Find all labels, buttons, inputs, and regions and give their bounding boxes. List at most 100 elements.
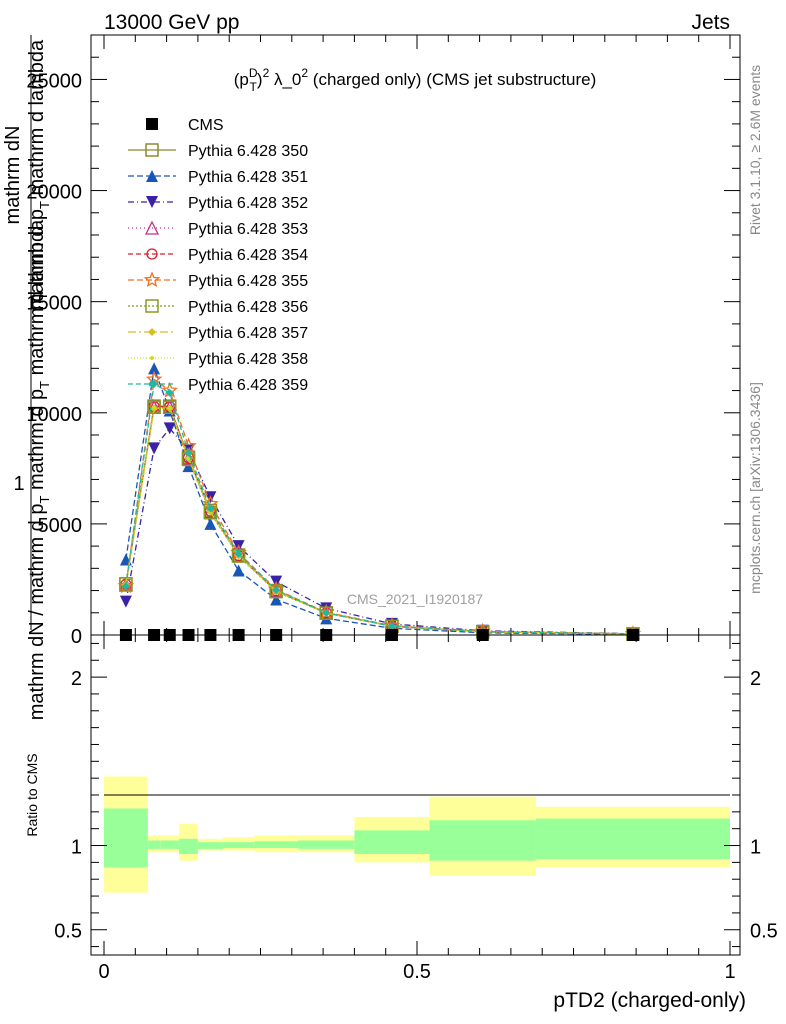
legend-marker: [145, 299, 159, 313]
main-y-tick-label: 25000: [26, 70, 82, 92]
legend-marker: [143, 271, 161, 288]
title-part-mid: ): [257, 70, 263, 89]
ylabel-fraction-text: mathrm dN / mathrm d pT mathrm d pT math…: [26, 219, 52, 720]
legend-label: Pythia 6.428 351: [188, 169, 308, 186]
ylabel-frac-tail: mathrm d p: [26, 389, 48, 496]
main-y-tick-label: 10000: [26, 404, 82, 426]
data-point: [206, 504, 215, 513]
legend-label: Pythia 6.428 357: [188, 325, 308, 342]
data-point: [204, 517, 217, 530]
legend-marker: [146, 118, 158, 130]
ratio-inner-band: [298, 840, 355, 849]
data-point: [319, 606, 333, 620]
legend-label: CMS: [188, 117, 224, 134]
ratio-x-tick-label: 0.5: [403, 961, 431, 983]
legend-marker: [144, 220, 160, 235]
legend-item: CMS: [146, 117, 224, 134]
legend-marker: [150, 356, 154, 360]
legend-item: Pythia 6.428 358: [128, 351, 308, 368]
data-point: [322, 608, 331, 617]
title-part-tail: (charged only) (CMS jet substructure): [308, 70, 596, 89]
legend: CMS Pythia 6.428 350 Pythia 6.428 351 Pythi…: [128, 117, 308, 394]
ylabel-frac-sub: T: [37, 496, 52, 504]
data-point: [152, 405, 157, 410]
legend-item: Pythia 6.428 356: [128, 299, 308, 316]
ratio-bands: [104, 776, 730, 893]
ratio-axis-ticks: [91, 635, 740, 955]
x-axis-label: pTD2 (charged-only): [553, 989, 746, 1012]
ylabel-denominator: mathrm d pT mathrm d lambda: [26, 39, 52, 310]
legend-label: Pythia 6.428 352: [188, 195, 308, 212]
ratio-y-tick-labels: 0.5 0.5 1 1 2 2: [54, 668, 778, 943]
title-part-sup2: 2: [263, 66, 270, 80]
legend-item: Pythia 6.428 354: [128, 247, 308, 264]
legend-label: Pythia 6.428 359: [188, 377, 308, 394]
data-point: [148, 362, 161, 375]
header-process: 13000 GeV pp: [104, 11, 239, 34]
ratio-inner-band: [354, 830, 430, 854]
series-line: [125, 382, 634, 635]
series-line: [125, 378, 634, 635]
data-point: [163, 422, 176, 435]
main-title: (pD T)2 λ_02 (charged only) (CMS jet subs…: [234, 66, 596, 94]
legend-item: Pythia 6.428 359: [128, 377, 308, 394]
ylabel-frac-sub2: T: [37, 381, 52, 389]
ratio-inner-band: [197, 842, 223, 849]
ratio-y-tick-label-right: 2: [750, 668, 761, 690]
ratio-x-tick-label: 0: [98, 961, 109, 983]
main-y-axis-label: 1 mathrm dN mathrm d pT mathrm d lambda …: [2, 35, 52, 720]
ratio-inner-band: [147, 840, 161, 849]
legend-item: Pythia 6.428 350: [128, 143, 308, 160]
legend-label: Pythia 6.428 358: [188, 351, 308, 368]
ratio-y-tick-label-right: 1: [750, 837, 761, 859]
mcplots-label: mcplots.cern.ch [arXiv:1306.3436]: [747, 382, 763, 594]
header-category: Jets: [691, 11, 730, 34]
main-y-tick-labels: 0 5000 10000 15000 20000 25000: [26, 70, 82, 648]
legend-item: Pythia 6.428 355: [128, 271, 308, 290]
data-point: [272, 586, 281, 595]
title-part-sup3: 2: [301, 66, 308, 80]
data-point: [121, 582, 130, 591]
data-point: [147, 400, 161, 414]
data-point: [162, 400, 177, 414]
legend-marker: [145, 143, 159, 157]
legend-marker: [146, 170, 158, 182]
data-point: [232, 564, 245, 577]
legend-label: Pythia 6.428 353: [188, 221, 308, 238]
ratio-y-axis-label: Ratio to CMS: [24, 753, 40, 836]
ratio-inner-band: [160, 840, 180, 849]
series-line: [125, 406, 634, 635]
series-group: [121, 379, 637, 638]
ylabel-numerator: mathrm dN: [2, 126, 24, 225]
ratio-x-tick-labels: 0 0.5 1: [98, 961, 735, 983]
data-point: [167, 405, 172, 410]
ratio-y-tick-label-right: 0.5: [750, 921, 778, 943]
legend-marker: [146, 248, 158, 260]
ratio-x-tick-label: 1: [724, 961, 735, 983]
data-point: [234, 549, 243, 558]
ylabel-frac-tail2: mathrm d lambda: [26, 219, 48, 381]
ratio-inner-band: [222, 842, 255, 849]
legend-item: Pythia 6.428 357: [128, 325, 308, 342]
main-series-layer: [117, 362, 642, 641]
title-part-sup1: D: [249, 66, 258, 80]
title-part-sub: T: [250, 80, 258, 94]
legend-item: Pythia 6.428 353: [128, 220, 308, 238]
legend-label: Pythia 6.428 355: [188, 273, 308, 290]
series-group: [119, 422, 639, 640]
ratio-inner-band: [535, 818, 730, 859]
ylabel-denom-tail: mathrm d lambda: [26, 39, 48, 201]
ratio-inner-band: [104, 808, 148, 868]
legend-item: Pythia 6.428 352: [128, 195, 308, 212]
rivet-version-label: Rivet 3.1.10, ≥ 2.6M events: [747, 65, 763, 235]
ylabel-one: 1: [13, 473, 24, 495]
legend-label: Pythia 6.428 356: [188, 299, 308, 316]
ratio-inner-band: [429, 820, 536, 861]
legend-label: Pythia 6.428 350: [188, 143, 308, 160]
main-y-tick-label: 20000: [26, 182, 82, 204]
ratio-y-tick-label: 0.5: [54, 921, 82, 943]
ratio-inner-band: [254, 841, 299, 849]
data-point: [269, 584, 283, 599]
